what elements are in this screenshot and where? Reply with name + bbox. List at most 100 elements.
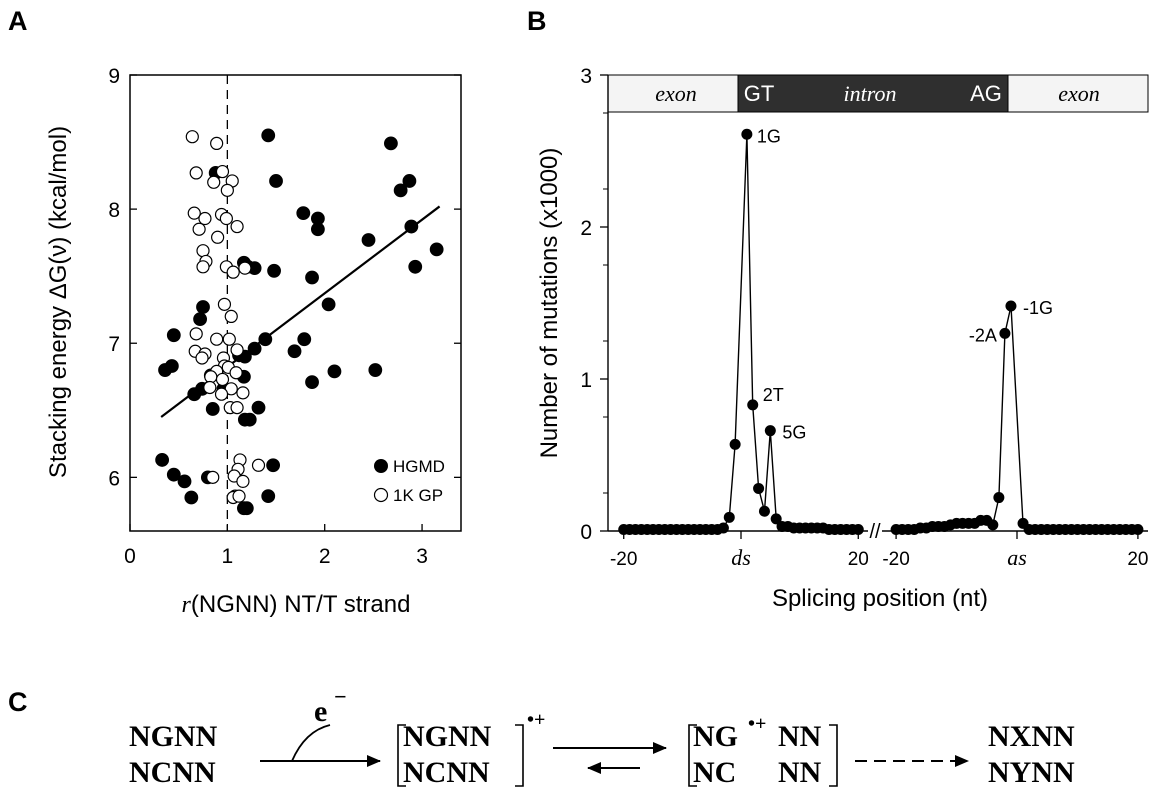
data-point-hgmd — [247, 341, 262, 356]
data-point-1kgp — [230, 401, 244, 415]
data-point-1kgp — [196, 244, 210, 258]
x-axis-label-rest: (NGNN) NT/T strand — [191, 591, 411, 618]
data-point-acceptor — [1005, 300, 1017, 312]
data-point-1kgp — [251, 458, 266, 472]
cation2-bottom-a: NC — [693, 756, 736, 789]
data-point-hgmd — [166, 467, 181, 482]
data-point-1kgp — [211, 230, 225, 244]
cation1-charge: •+ — [527, 709, 545, 731]
reactant-bottom: NCNN — [129, 756, 216, 789]
x-axis-label-italic: r — [182, 592, 192, 618]
data-point-1kgp — [222, 332, 236, 346]
data-point-1kgp — [192, 222, 206, 236]
data-point-hgmd — [193, 312, 207, 326]
data-point-1kgp — [220, 183, 234, 197]
data-point-acceptor — [993, 492, 1005, 504]
data-point-hgmd — [251, 400, 266, 415]
site-label-as: as — [1007, 545, 1027, 570]
cation2-bottom-b: NN — [778, 756, 822, 789]
data-point-donor — [741, 128, 753, 140]
data-point-1kgp — [198, 211, 212, 226]
data-point-1kgp — [189, 327, 203, 341]
data-point-1kgp — [232, 489, 246, 503]
band-label-gt: GT — [744, 81, 775, 106]
y-tick-label: 6 — [108, 467, 120, 490]
data-point-hgmd — [429, 242, 444, 257]
data-point-donor — [758, 505, 770, 517]
panel-letter-b: B — [527, 6, 547, 36]
data-point-hgmd — [327, 364, 342, 379]
data-point-1kgp — [229, 366, 243, 380]
data-point-hgmd — [237, 501, 251, 516]
data-point-1kgp — [189, 166, 203, 180]
data-point-donor — [729, 438, 741, 450]
data-point-donor — [753, 482, 765, 494]
data-point-1kgp — [210, 332, 224, 346]
band-exon-right — [1007, 74, 1149, 113]
x-tick-label-acceptor: 20 — [1127, 549, 1148, 570]
scatter-plot-frame — [129, 74, 462, 532]
data-point-hgmd — [205, 402, 220, 416]
x-axis-label: r(NGNN) NT/T strand — [182, 591, 411, 618]
data-point-hgmd — [384, 136, 398, 151]
x-tick-label: 0 — [124, 545, 136, 568]
data-point-1kgp — [236, 474, 250, 488]
data-point-1kgp — [210, 136, 224, 150]
data-point-1kgp — [224, 309, 238, 324]
data-point-1kgp — [215, 164, 230, 179]
y-tick-label: 8 — [108, 199, 120, 222]
data-point-hgmd — [361, 233, 376, 247]
bracket-left-2 — [688, 724, 697, 787]
data-point-1kgp — [206, 470, 220, 484]
data-point-hgmd — [408, 259, 423, 274]
line-chart: exon GT intron AG exon // 0 1 2 3 -20 20… — [536, 65, 1149, 612]
bracket-right-2 — [829, 724, 838, 787]
data-point-hgmd — [261, 489, 276, 504]
electron-symbol: e — [314, 695, 327, 728]
series-line-donor — [623, 134, 859, 531]
data-point-1kgp — [203, 380, 217, 395]
panel-letter-c: C — [8, 687, 28, 717]
data-point-hgmd — [164, 359, 179, 373]
product-top: NXNN — [988, 720, 1075, 753]
electron-charge: − — [334, 684, 347, 709]
data-point-hgmd — [261, 128, 276, 143]
cation1-top: NGNN — [403, 720, 492, 753]
data-point-donor — [764, 425, 776, 437]
data-point-hgmd — [310, 222, 325, 237]
data-point-1kgp — [215, 372, 230, 387]
data-point-1kgp — [185, 130, 199, 144]
point-label-1g: 1G — [757, 126, 781, 146]
legend-marker-hgmd — [374, 459, 388, 473]
cation2-top-b: NN — [778, 720, 822, 753]
x-tick-label-donor: 20 — [848, 549, 869, 570]
reaction-scheme: NGNN NCNN e − NGNN NCNN •+ NG •+ NN NC N… — [129, 684, 1075, 789]
electron-curve — [291, 724, 331, 762]
data-point-1kgp — [230, 343, 244, 357]
y-tick-label: 2 — [580, 217, 592, 240]
y-tick-label: 1 — [580, 369, 592, 392]
point-label-5g: 5G — [782, 423, 806, 443]
site-label-ds: ds — [731, 545, 751, 570]
data-point-donor — [747, 399, 759, 411]
panel-letter-a: A — [8, 6, 28, 36]
data-point-donor — [852, 523, 864, 535]
x-axis-label: Splicing position (nt) — [772, 585, 988, 612]
data-point-acceptor — [999, 327, 1011, 339]
data-point-hgmd — [297, 332, 312, 347]
reactant-top: NGNN — [129, 720, 218, 753]
data-point-acceptor — [1132, 523, 1144, 535]
data-point-hgmd — [393, 183, 408, 198]
series-line-acceptor — [896, 305, 1138, 531]
data-point-acceptor — [987, 519, 999, 531]
band-label-exon-right: exon — [1058, 81, 1100, 106]
y-tick-label: 9 — [108, 65, 120, 88]
y-tick-label: 0 — [580, 521, 592, 544]
product-bottom: NYNN — [988, 756, 1075, 789]
data-point-hgmd — [237, 412, 252, 427]
data-point-hgmd — [258, 332, 273, 347]
data-point-donor — [723, 511, 735, 523]
y-tick-label: 3 — [580, 65, 592, 88]
data-point-1kgp — [195, 351, 209, 365]
